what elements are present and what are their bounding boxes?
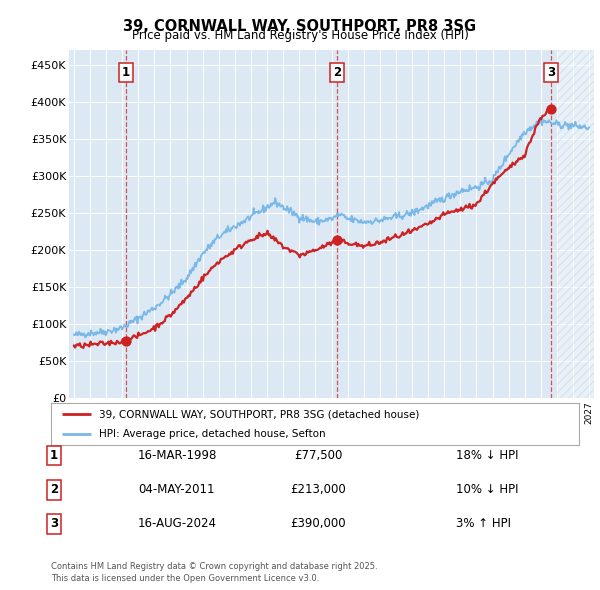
Point xyxy=(332,236,342,245)
Point xyxy=(121,336,130,346)
Text: 3% ↑ HPI: 3% ↑ HPI xyxy=(456,517,511,530)
Text: £213,000: £213,000 xyxy=(290,483,346,496)
Text: £77,500: £77,500 xyxy=(294,449,342,462)
Text: 39, CORNWALL WAY, SOUTHPORT, PR8 3SG (detached house): 39, CORNWALL WAY, SOUTHPORT, PR8 3SG (de… xyxy=(98,409,419,419)
Bar xyxy=(557,50,594,398)
Text: 2: 2 xyxy=(50,483,58,496)
Text: 16-AUG-2024: 16-AUG-2024 xyxy=(138,517,217,530)
Text: Price paid vs. HM Land Registry's House Price Index (HPI): Price paid vs. HM Land Registry's House … xyxy=(131,30,469,42)
Text: 1: 1 xyxy=(50,449,58,462)
Text: 04-MAY-2011: 04-MAY-2011 xyxy=(138,483,215,496)
Text: 39, CORNWALL WAY, SOUTHPORT, PR8 3SG: 39, CORNWALL WAY, SOUTHPORT, PR8 3SG xyxy=(124,19,476,34)
Text: HPI: Average price, detached house, Sefton: HPI: Average price, detached house, Seft… xyxy=(98,429,325,439)
Point xyxy=(546,104,556,114)
Text: 3: 3 xyxy=(50,517,58,530)
Text: 18% ↓ HPI: 18% ↓ HPI xyxy=(456,449,518,462)
Text: 2: 2 xyxy=(333,66,341,79)
Text: £390,000: £390,000 xyxy=(290,517,346,530)
Text: 10% ↓ HPI: 10% ↓ HPI xyxy=(456,483,518,496)
Text: Contains HM Land Registry data © Crown copyright and database right 2025.
This d: Contains HM Land Registry data © Crown c… xyxy=(51,562,377,583)
Text: 16-MAR-1998: 16-MAR-1998 xyxy=(138,449,217,462)
Text: 3: 3 xyxy=(547,66,555,79)
Text: 1: 1 xyxy=(121,66,130,79)
